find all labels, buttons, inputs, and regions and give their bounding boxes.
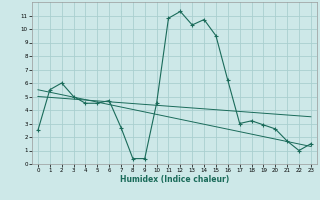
X-axis label: Humidex (Indice chaleur): Humidex (Indice chaleur) bbox=[120, 175, 229, 184]
